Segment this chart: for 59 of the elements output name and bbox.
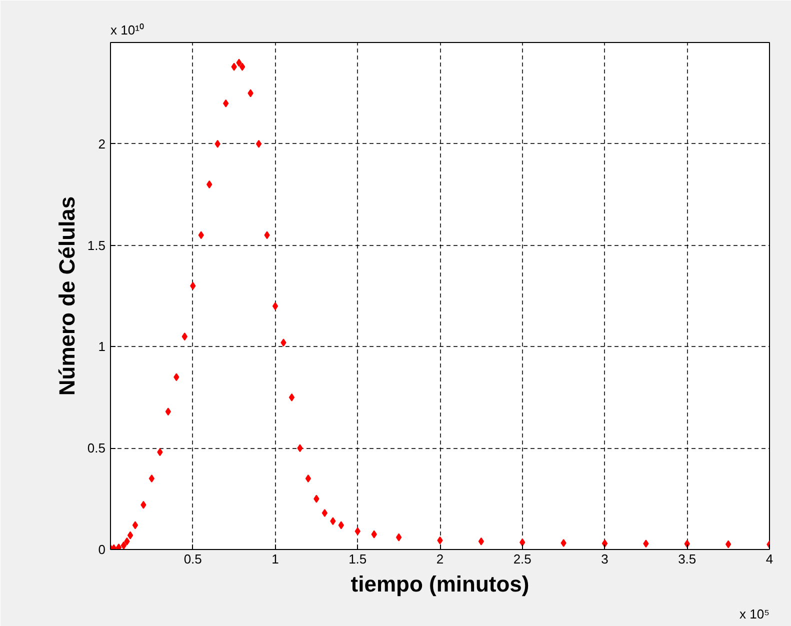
point: [314, 494, 320, 503]
y-axis-title: Número de Células: [54, 196, 80, 396]
point: [478, 537, 484, 546]
x-tick-label: 1.5: [348, 552, 367, 566]
point: [140, 500, 146, 509]
point: [305, 474, 312, 483]
point: [371, 530, 377, 538]
point: [264, 231, 270, 240]
y-tick-label: 1: [98, 339, 106, 354]
text: x 10⁵: [740, 606, 770, 622]
point: [239, 62, 246, 71]
point: [437, 536, 443, 544]
point: [165, 408, 171, 416]
point: [148, 474, 155, 483]
point: [127, 531, 134, 540]
point: [236, 58, 242, 67]
x-tick-label: 3.5: [678, 552, 696, 566]
x-axis-title: tiempo (minutos): [350, 572, 530, 596]
point: [354, 527, 360, 536]
point: [520, 538, 526, 546]
point: [124, 537, 130, 546]
point: [120, 541, 127, 550]
y-tick-label: 1.5: [87, 238, 106, 253]
point: [280, 338, 286, 347]
point: [396, 533, 402, 542]
point: [182, 332, 188, 341]
point: [643, 540, 649, 548]
x-tick-label: 0.5: [184, 552, 202, 566]
x-tick-label: 1: [272, 552, 279, 566]
point: [132, 521, 138, 530]
y-tick-label: 2: [98, 136, 106, 152]
text: x 10¹⁰: [110, 22, 144, 38]
point: [198, 231, 204, 240]
y-tick-label: 0.5: [87, 440, 106, 456]
point: [256, 140, 262, 148]
point: [222, 99, 229, 108]
x-tick-label: 2: [436, 552, 444, 566]
point: [330, 517, 336, 526]
x-tick-label: 3: [601, 552, 608, 566]
point: [322, 508, 328, 517]
point: [214, 140, 220, 148]
point: [560, 539, 566, 548]
point: [725, 540, 732, 548]
x-tick-label: 2.5: [513, 552, 532, 566]
point: [684, 540, 690, 548]
x-tick-label: 4: [766, 552, 774, 566]
point: [338, 521, 344, 530]
point: [174, 373, 180, 382]
point: [116, 543, 122, 550]
point: [231, 62, 237, 71]
point: [206, 180, 212, 188]
point: [248, 89, 254, 98]
point: [190, 282, 196, 290]
point: [272, 302, 278, 310]
y-tick-label: 0: [98, 542, 106, 557]
point: [288, 393, 295, 402]
point: [602, 539, 608, 548]
point: [157, 448, 163, 456]
point: [297, 444, 303, 452]
